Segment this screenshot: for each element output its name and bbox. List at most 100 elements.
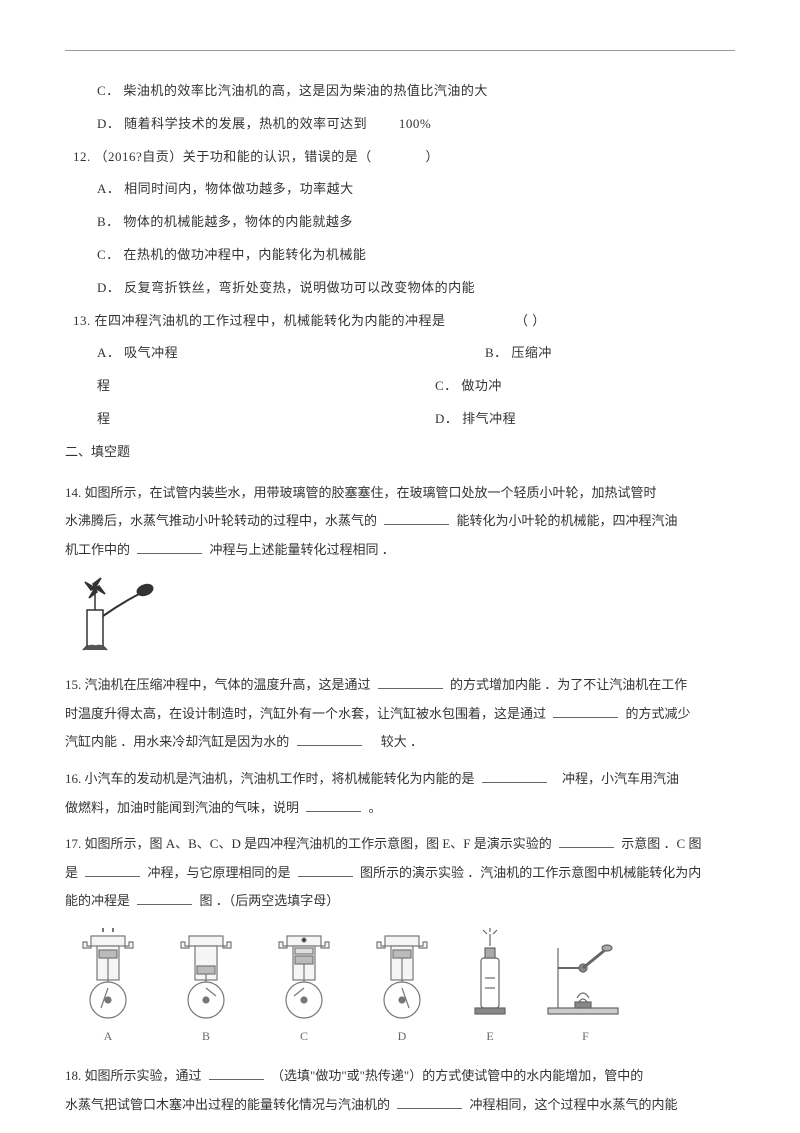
stem-paren: （ ） [515, 311, 546, 332]
q17-l3a: 能的冲程是 [65, 893, 130, 908]
stem-text: 12. （2016?自贡）关于功和能的认识，错误的是（ [73, 149, 372, 164]
q13-row-c: 程 C． 做功冲 [65, 376, 735, 397]
blank-input[interactable] [209, 1066, 264, 1080]
pinwheel-icon [73, 572, 163, 652]
q17-line3: 能的冲程是 图 ．（后两空选填字母） [65, 887, 735, 916]
option-label: D． [435, 411, 458, 426]
engine-label: E [486, 1027, 493, 1046]
blank-input[interactable] [553, 704, 618, 718]
blank-input[interactable] [306, 798, 361, 812]
q17-l3b: 图 ．（后两空选填字母） [200, 893, 340, 908]
blank-input[interactable] [384, 511, 449, 525]
q14-line2: 水沸腾后，水蒸气推动小叶轮转动的过程中，水蒸气的 能转化为小叶轮的机械能，四冲程… [65, 507, 735, 536]
stem-paren-end: ） [426, 149, 440, 164]
q15-l1a: 15. 汽油机在压缩冲程中，气体的温度升高，这是通过 [65, 677, 371, 692]
option-text-b: 100% [399, 116, 431, 131]
option-text: 做功冲 [461, 378, 502, 393]
q17-line2: 是 冲程，与它原理相同的是 图所示的演示实验 ．汽油机的工作示意图中机械能转化为… [65, 859, 735, 888]
option-label: B． [485, 345, 508, 360]
q13-option-b: B． 压缩冲 [485, 343, 552, 364]
q17-line1: 17. 如图所示，图 A、B、C、D 是四冲程汽油机的工作示意图，图 E、F 是… [65, 830, 735, 859]
q15-line2: 时温度升得太高，在设计制造时，汽缸外有一个水套，让汽缸被水包围着，这是通过 的方… [65, 700, 735, 729]
option-text: 反复弯折铁丝，弯折处变热，说明做功可以改变物体的内能 [124, 280, 475, 295]
option-label: A． [97, 345, 120, 360]
q13-option-c: C． 做功冲 [435, 376, 502, 397]
q16: 16. 小汽车的发动机是汽油机，汽油机工作时，将机械能转化为内能的是 冲程，小汽… [65, 765, 735, 822]
cheng: 程 [97, 411, 111, 426]
q15-line1: 15. 汽油机在压缩冲程中，气体的温度升高，这是通过 的方式增加内能 ．为了不让… [65, 671, 735, 700]
q16-l1a: 16. 小汽车的发动机是汽油机，汽油机工作时，将机械能转化为内能的是 [65, 771, 475, 786]
q18-l2b: 冲程相同，这个过程中水蒸气的内能 [470, 1097, 678, 1112]
q15-l3a: 汽缸内能 ．用水来冷却汽缸是因为水的 [65, 734, 289, 749]
q18: 18. 如图所示实验，通过 （选填"做功"或"热传递"）的方式使试管中的水内能增… [65, 1062, 735, 1119]
engine-label: C [300, 1027, 308, 1046]
q16-line1: 16. 小汽车的发动机是汽油机，汽油机工作时，将机械能转化为内能的是 冲程，小汽… [65, 765, 735, 794]
q15: 15. 汽油机在压缩冲程中，气体的温度升高，这是通过 的方式增加内能 ．为了不让… [65, 671, 735, 757]
q16-l1b: 冲程，小汽车用汽油 [562, 771, 679, 786]
option-text: 排气冲程 [462, 411, 516, 426]
q18-l2a: 水蒸气把试管口木塞冲出过程的能量转化情况与汽油机的 [65, 1097, 390, 1112]
engine-label: F [582, 1027, 589, 1046]
q16-l2b: 。 [369, 800, 382, 815]
q14-l2a: 水沸腾后，水蒸气推动小叶轮转动的过程中，水蒸气的 [65, 513, 377, 528]
experiment-e: E [465, 928, 515, 1046]
q12-option-c: C． 在热机的做功冲程中，内能转化为机械能 [65, 245, 735, 266]
blank-input[interactable] [137, 540, 202, 554]
q15-line3: 汽缸内能 ．用水来冷却汽缸是因为水的 较大 ． [65, 728, 735, 757]
q16-line2: 做燃料，加油时能闻到汽油的气味，说明 。 [65, 794, 735, 823]
blank-input[interactable] [482, 769, 547, 783]
blank-input[interactable] [298, 863, 353, 877]
q15-l2a: 时温度升得太高，在设计制造时，汽缸外有一个水套，让汽缸被水包围着，这是通过 [65, 706, 546, 721]
engine-label: D [398, 1027, 407, 1046]
q17: 17. 如图所示，图 A、B、C、D 是四冲程汽油机的工作示意图，图 E、F 是… [65, 830, 735, 916]
q12-option-b: B． 物体的机械能越多，物体的内能就越多 [65, 212, 735, 233]
q14-line3: 机工作中的 冲程与上述能量转化过程相同 ． [65, 536, 735, 565]
q12-stem: 12. （2016?自贡）关于功和能的认识，错误的是（ ） [65, 147, 735, 168]
blank-input[interactable] [85, 863, 140, 877]
option-label: C． [435, 378, 458, 393]
q14-l3a: 机工作中的 [65, 542, 130, 557]
q17-l2b: 冲程，与它原理相同的是 [148, 865, 291, 880]
q11-option-d: D． 随着科学技术的发展，热机的效率可达到 100% [65, 114, 735, 135]
option-label: B． [97, 214, 120, 229]
q12-option-d: D． 反复弯折铁丝，弯折处变热，说明做功可以改变物体的内能 [65, 278, 735, 299]
q14-l2b: 能转化为小叶轮的机械能，四冲程汽油 [457, 513, 678, 528]
engine-label: B [202, 1027, 210, 1046]
option-label: C． [97, 83, 120, 98]
q14: 14. 如图所示，在试管内装些水，用带玻璃管的胶塞塞住，在玻璃管口处放一个轻质小… [65, 479, 735, 565]
engine-label: A [104, 1027, 113, 1046]
option-text: 在热机的做功冲程中，内能转化为机械能 [123, 247, 366, 262]
blank-input[interactable] [297, 732, 362, 746]
option-text: 压缩冲 [511, 345, 552, 360]
q14-l3b: 冲程与上述能量转化过程相同 ． [210, 542, 395, 557]
q15-l2b: 的方式减少 [626, 706, 691, 721]
blank-input[interactable] [559, 834, 614, 848]
cheng: 程 [97, 378, 111, 393]
q17-l1a: 17. 如图所示，图 A、B、C、D 是四冲程汽油机的工作示意图，图 E、F 是… [65, 836, 552, 851]
q18-line1: 18. 如图所示实验，通过 （选填"做功"或"热传递"）的方式使试管中的水内能增… [65, 1062, 735, 1091]
q18-l1a: 18. 如图所示实验，通过 [65, 1068, 202, 1083]
engine-b: B [171, 928, 241, 1046]
engine-d: D [367, 928, 437, 1046]
section-2-title: 二、填空题 [65, 442, 735, 463]
option-label: D． [97, 280, 120, 295]
q13-stem: 13. 在四冲程汽油机的工作过程中，机械能转化为内能的冲程是 （ ） [65, 311, 735, 332]
blank-input[interactable] [378, 675, 443, 689]
q13-row-d: 程 D． 排气冲程 [65, 409, 735, 430]
q17-l2a: 是 [65, 865, 78, 880]
option-text: 随着科学技术的发展，热机的效率可达到 [124, 116, 367, 131]
option-text: 物体的机械能越多，物体的内能就越多 [123, 214, 353, 229]
q16-l2a: 做燃料，加油时能闻到汽油的气味，说明 [65, 800, 299, 815]
option-label: C． [97, 247, 120, 262]
option-text: 吸气冲程 [124, 345, 178, 360]
option-label: A． [97, 181, 120, 196]
engine-a: A [73, 928, 143, 1046]
q13-row-ab: A． 吸气冲程 B． 压缩冲 [65, 343, 735, 364]
q15-l3b: 较大 ． [381, 734, 423, 749]
q12-option-a: A． 相同时间内，物体做功越多，功率越大 [65, 179, 735, 200]
option-text: 柴油机的效率比汽油机的高，这是因为柴油的热值比汽油的大 [123, 83, 488, 98]
blank-input[interactable] [137, 891, 192, 905]
blank-input[interactable] [397, 1095, 462, 1109]
pinwheel-diagram [73, 572, 735, 659]
stem-text: 13. 在四冲程汽油机的工作过程中，机械能转化为内能的冲程是 [73, 313, 446, 328]
